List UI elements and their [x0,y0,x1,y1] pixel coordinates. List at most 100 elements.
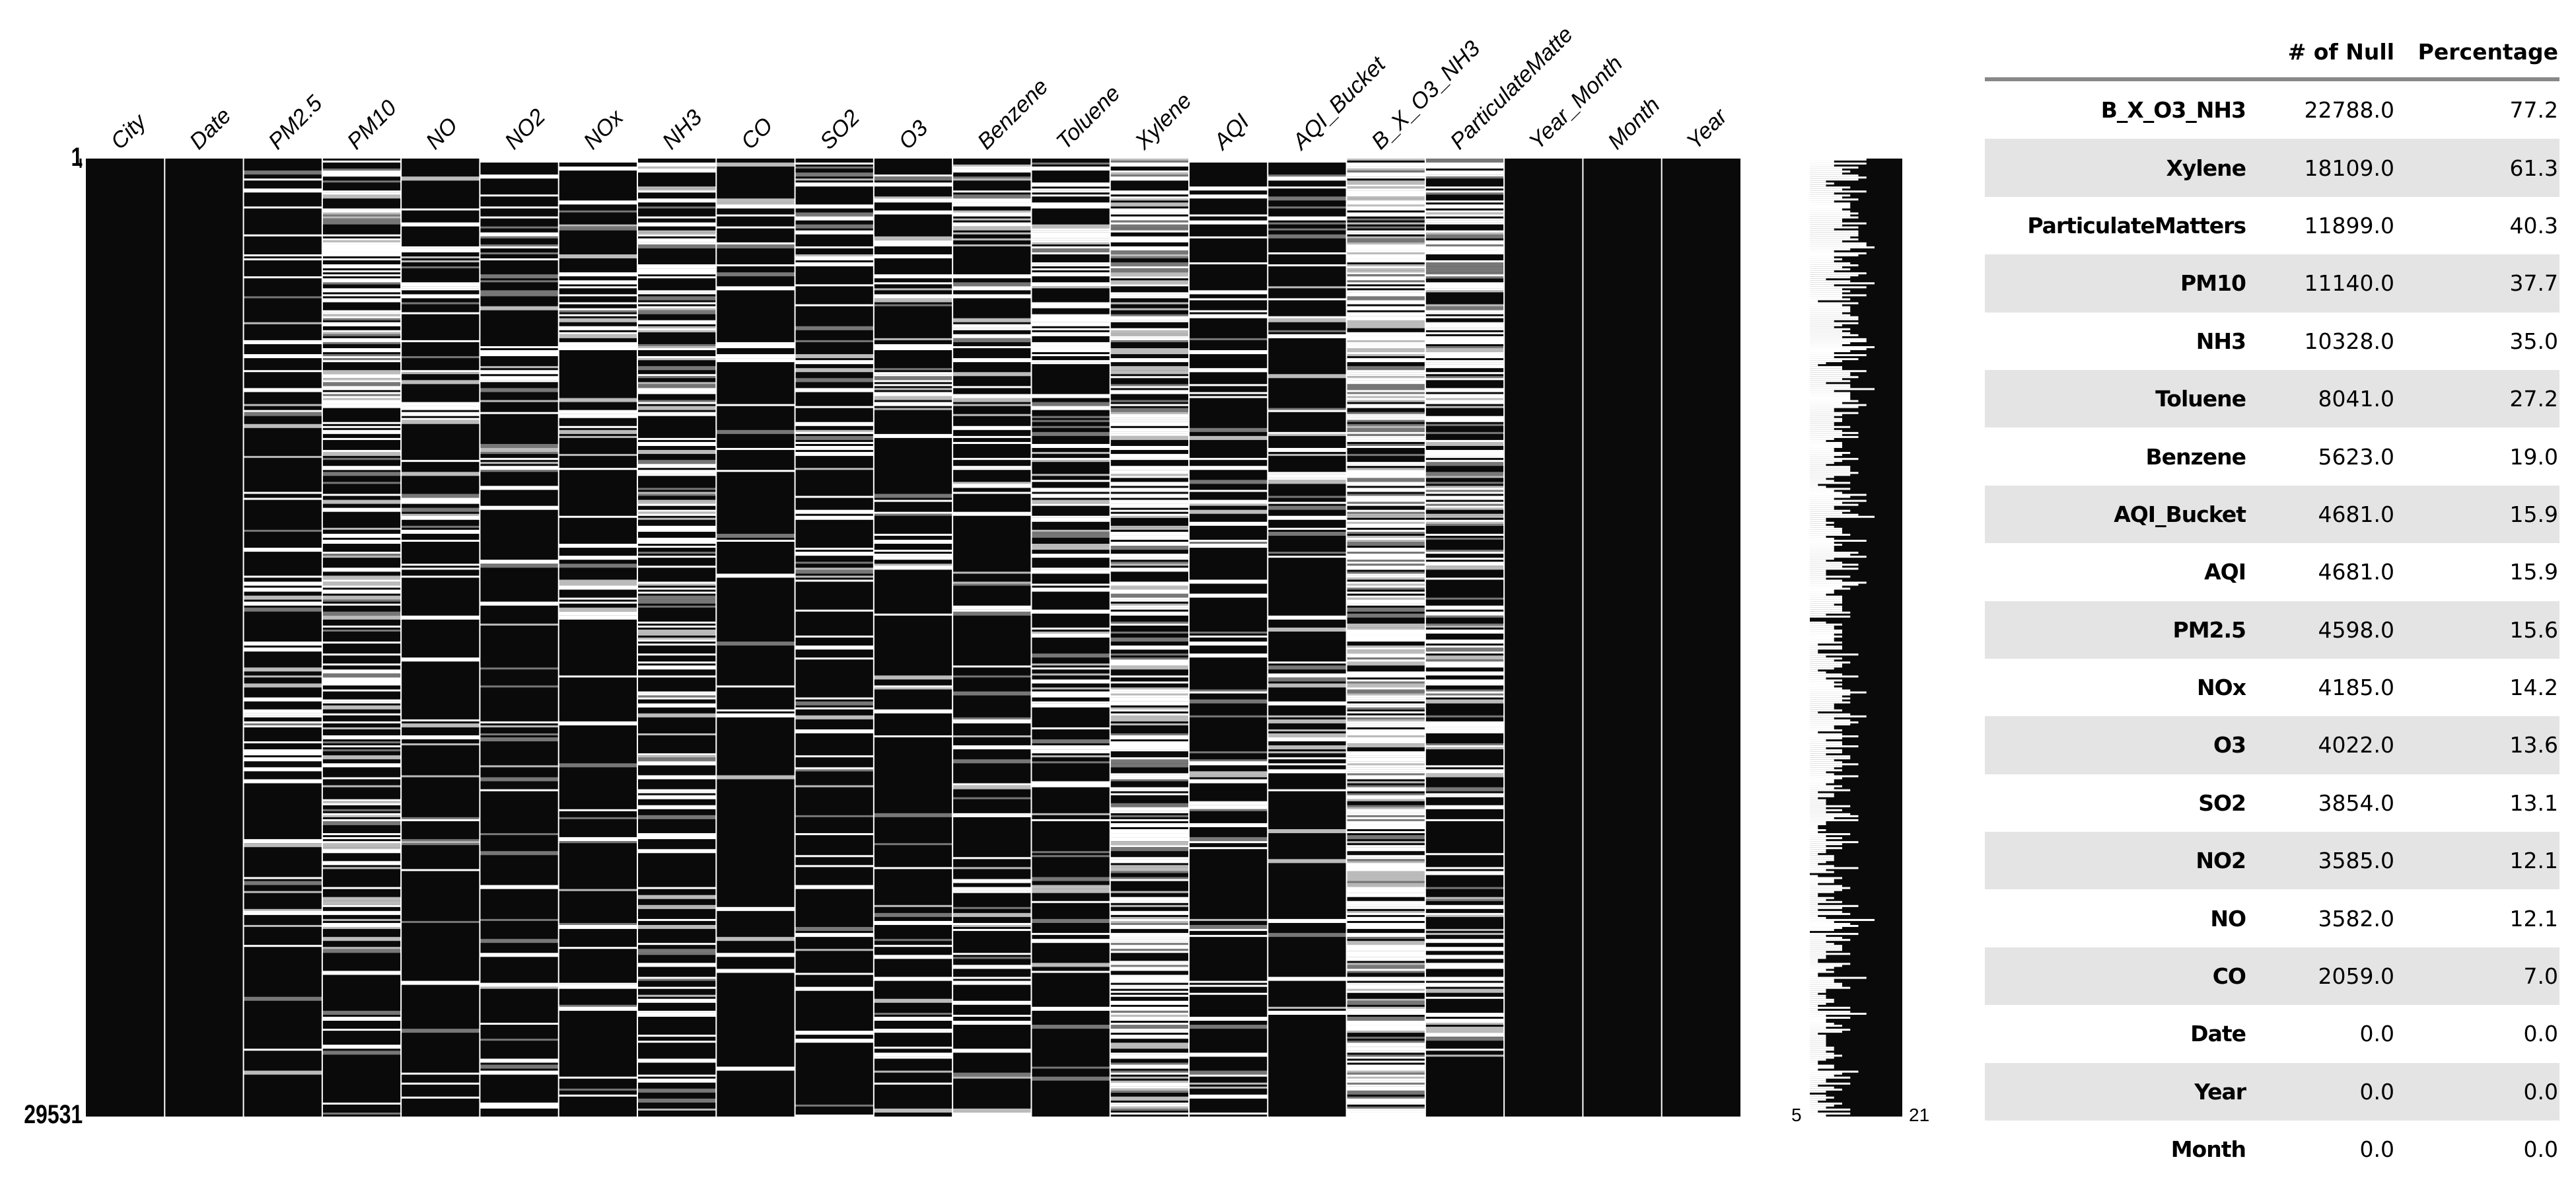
null-stripe [322,1012,402,1015]
null-stripe [637,492,717,494]
sparkline-segment [1810,895,1818,897]
null-stripe [1346,901,1425,905]
null-stripe [480,306,559,311]
null-stripe [1346,1100,1425,1103]
null-stripe [1346,1078,1425,1081]
sparkline-segment [1810,1060,1818,1063]
sparkline-segment [1810,542,1834,544]
sparkline-segment [1810,226,1859,229]
null-stripe [1425,691,1505,696]
null-stripe [1425,615,1505,618]
sparkline-segment [1810,685,1834,688]
null-stripe [795,340,874,342]
sparkline-segment [1810,562,1842,564]
null-stripe [637,1108,717,1111]
null-stripe [873,288,953,291]
null-stripe [558,334,637,338]
null-stripe [1110,779,1189,782]
null-stripe [1110,472,1189,474]
null-stripe [1110,807,1189,811]
null-stripe [637,633,717,636]
null-stripe [1425,159,1505,163]
null-stripe [637,583,717,586]
null-stripe [637,640,717,642]
null-stripe [1110,358,1189,363]
table-row: PM2.5 4598.0 15.6 [1985,601,2559,659]
null-stripe [1110,558,1189,560]
null-stripe [243,595,322,600]
null-stripe [637,1078,717,1083]
null-stripe [1110,334,1189,336]
null-stripe [1110,316,1189,320]
sparkline-segment [1810,242,1867,244]
null-stripe [1346,427,1425,432]
null-stripe [1346,274,1425,277]
sparkline-segment [1810,941,1826,943]
null-stripe [1425,220,1505,223]
null-stripe [795,515,874,520]
null-stripe [795,212,874,217]
sparkline-segment [1810,1104,1834,1107]
sparkline-segment [1810,937,1842,939]
null-stripe [1346,342,1425,344]
sparkline-segment [1810,667,1834,670]
null-stripe [1268,410,1347,412]
sparkline-segment [1810,978,1834,981]
null-stripe [1346,352,1425,355]
null-stripe [1425,324,1505,328]
null-stripe [480,601,559,606]
null-stripe [637,366,717,371]
sparkline-segment [1810,314,1851,316]
null-stripe [873,380,953,383]
null-stripe [952,571,1032,574]
null-stripe [1425,360,1505,363]
null-stripe [1425,376,1505,379]
null-stripe [322,904,402,907]
null-stripe [952,226,1032,231]
null-stripe [480,765,559,768]
sparkline-segment [1810,210,1851,213]
null-stripe [322,458,402,460]
null-stripe [1425,747,1505,750]
null-stripe [1031,933,1110,936]
sparkline-segment [1810,811,1826,813]
null-stripe [322,755,402,760]
null-stripe [480,486,559,490]
null-stripe [1346,595,1425,598]
sparkline-segment [1810,593,1826,596]
null-stripe [1346,358,1425,363]
null-stripe [480,789,559,791]
null-stripe [480,258,559,261]
null-stripe [1425,1027,1505,1031]
null-stripe [480,244,559,246]
null-stripe [716,202,795,205]
null-stripe [558,342,637,346]
sparkline-segment [1810,372,1851,375]
null-stripe [1110,877,1189,881]
null-stripe [1346,1070,1425,1073]
sparkline-segment [1810,1012,1867,1015]
null-stripe [322,248,402,252]
sparkline-segment [1810,615,1851,618]
null-stripe [1346,472,1425,476]
sparkline-segment [1810,1064,1834,1067]
null-stripe [1110,994,1189,997]
null-stripe [637,629,717,634]
null-stripe [558,398,637,402]
sparkline-segment [1810,443,1842,446]
sparkline-segment [1810,695,1842,698]
row-variable: PM10 [2180,270,2246,297]
null-stripe [1110,238,1189,242]
null-stripe [1425,727,1505,729]
sparkline-segment [1810,1066,1834,1069]
null-stripe [243,709,322,714]
sparkline-segment [1810,753,1826,756]
header-null-count: # of Null [2287,39,2394,65]
null-stripe [1346,168,1425,171]
null-stripe [1346,556,1425,560]
null-stripe [1110,384,1189,387]
null-stripe [1110,841,1189,846]
null-stripe [637,943,717,945]
null-stripe [1346,550,1425,552]
null-stripe [1268,374,1347,379]
